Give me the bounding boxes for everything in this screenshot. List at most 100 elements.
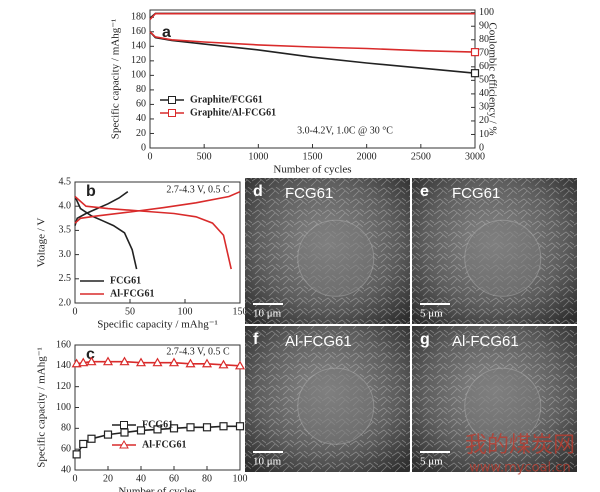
series-line bbox=[149, 12, 475, 21]
marker bbox=[103, 430, 113, 439]
legend-label: Al-FCG61 bbox=[142, 439, 186, 450]
marker bbox=[86, 356, 97, 366]
y-tick-label: 40 bbox=[61, 464, 71, 475]
y-tick-label: 100 bbox=[131, 70, 146, 81]
marker bbox=[168, 357, 180, 367]
series-line bbox=[149, 31, 476, 74]
sem-particle bbox=[464, 367, 542, 445]
y-tick-label: 180 bbox=[131, 12, 146, 23]
image-label: FCG61 bbox=[452, 185, 500, 202]
marker bbox=[71, 358, 82, 368]
y-tick-label: 40 bbox=[136, 113, 146, 124]
y-tick-label: 0 bbox=[141, 142, 146, 153]
scale-label: 5 μm bbox=[420, 456, 443, 468]
image-letter: f bbox=[253, 331, 259, 348]
y2-tick-label: 90 bbox=[479, 21, 489, 32]
annotation: 2.7-4.3 V, 0.5 C bbox=[166, 346, 230, 357]
x-tick-label: 20 bbox=[103, 473, 113, 484]
image-letter: d bbox=[253, 183, 263, 200]
legend-marker bbox=[119, 439, 129, 449]
x-tick-label: 50 bbox=[125, 306, 135, 317]
marker bbox=[219, 422, 228, 431]
marker bbox=[202, 423, 212, 432]
y2-tick-label: 40 bbox=[479, 88, 489, 99]
marker bbox=[135, 357, 147, 367]
image-label: Al-FCG61 bbox=[285, 333, 352, 350]
y-tick-label: 2.0 bbox=[59, 297, 72, 308]
legend-label: Graphite/Al-FCG61 bbox=[190, 107, 276, 118]
panel-label: c bbox=[86, 346, 95, 363]
marker bbox=[102, 356, 114, 366]
marker bbox=[119, 356, 130, 366]
x-tick-label: 80 bbox=[202, 473, 212, 484]
y-axis-title: Specific capacity / mAhg⁻¹ bbox=[36, 347, 48, 468]
panel-label: a bbox=[162, 24, 171, 41]
marker bbox=[470, 69, 480, 78]
y2-tick-label: 50 bbox=[479, 75, 489, 86]
x-tick-label: 0 bbox=[73, 473, 78, 484]
marker bbox=[234, 360, 246, 370]
y-tick-label: 4.0 bbox=[59, 200, 72, 211]
plot-frame bbox=[74, 181, 241, 304]
marker bbox=[78, 357, 89, 367]
marker bbox=[152, 357, 163, 367]
y-tick-label: 80 bbox=[136, 84, 146, 95]
scale-label: 5 μm bbox=[420, 308, 443, 320]
sem-particle bbox=[297, 367, 375, 445]
legend-marker bbox=[168, 109, 176, 117]
y-tick-label: 100 bbox=[56, 402, 71, 413]
annotation: 2.7-4.3 V, 0.5 C bbox=[166, 184, 230, 195]
legend-marker bbox=[120, 421, 128, 429]
y-tick-label: 4.5 bbox=[59, 176, 72, 187]
legend-label: FCG61 bbox=[110, 275, 141, 286]
y2-tick-label: 70 bbox=[479, 48, 489, 59]
image-letter: g bbox=[420, 331, 430, 348]
x-tick-label: 60 bbox=[169, 473, 179, 484]
scale-label: 10 μm bbox=[253, 308, 282, 320]
x-axis-title: Specific capacity / mAhg⁻¹ bbox=[97, 319, 218, 331]
y-axis-title: Specific capacity / mAhg⁻¹ bbox=[110, 19, 122, 140]
sem-particle bbox=[297, 219, 375, 297]
watermark: 我的煤炭网 bbox=[465, 433, 575, 458]
y-tick-label: 60 bbox=[136, 99, 146, 110]
legend-marker bbox=[168, 96, 176, 104]
series-line bbox=[74, 190, 241, 224]
y2-tick-label: 60 bbox=[479, 61, 489, 72]
x-tick-label: 500 bbox=[197, 151, 212, 162]
x-tick-label: 150 bbox=[233, 306, 248, 317]
y-tick-label: 2.5 bbox=[59, 273, 72, 284]
marker bbox=[235, 422, 245, 431]
x-axis-title: Number of cycles bbox=[118, 486, 196, 492]
y-tick-label: 60 bbox=[61, 443, 71, 454]
x-tick-label: 100 bbox=[233, 473, 248, 484]
y-tick-label: 120 bbox=[56, 381, 71, 392]
x-tick-label: 2000 bbox=[357, 151, 377, 162]
legend-label: FCG61 bbox=[142, 419, 173, 430]
marker bbox=[136, 426, 146, 435]
y-tick-label: 120 bbox=[131, 55, 146, 66]
scale-label: 10 μm bbox=[253, 456, 282, 468]
marker bbox=[201, 358, 213, 368]
marker bbox=[186, 423, 195, 432]
y-tick-label: 80 bbox=[61, 423, 71, 434]
legend-label: Al-FCG61 bbox=[110, 288, 154, 299]
annotation: 3.0-4.2V, 1.0C @ 30 °C bbox=[297, 125, 393, 136]
y2-tick-label: 0 bbox=[479, 142, 484, 153]
series-line bbox=[149, 31, 476, 53]
marker bbox=[185, 358, 196, 368]
y-tick-label: 160 bbox=[56, 339, 71, 350]
x-tick-label: 0 bbox=[73, 306, 78, 317]
x-axis-title: Number of cycles bbox=[273, 164, 351, 176]
x-tick-label: 100 bbox=[178, 306, 193, 317]
marker bbox=[72, 450, 81, 459]
marker bbox=[120, 428, 129, 437]
image-label: Al-FCG61 bbox=[452, 333, 519, 350]
y2-tick-label: 10 bbox=[479, 129, 489, 140]
marker bbox=[169, 424, 179, 433]
watermark-url: www.mycoal.cn bbox=[469, 461, 570, 476]
panel-label: b bbox=[86, 183, 96, 200]
series-line bbox=[74, 191, 129, 226]
marker bbox=[79, 439, 88, 449]
y2-tick-label: 80 bbox=[479, 34, 489, 45]
